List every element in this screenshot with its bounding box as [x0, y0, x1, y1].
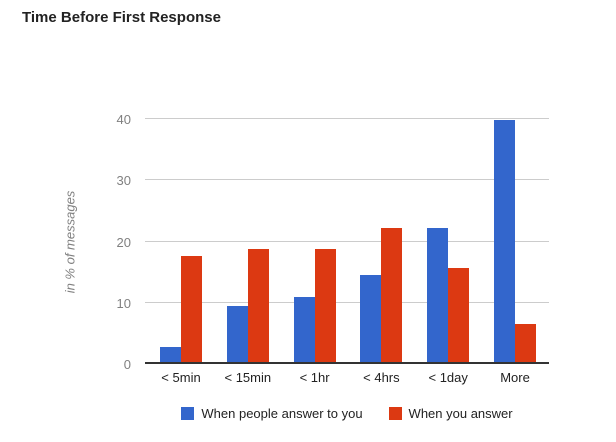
gridline-20 — [145, 240, 549, 242]
x-axis-line — [145, 362, 549, 364]
legend-label-when-you-answer: When you answer — [408, 406, 513, 421]
x-category-label-1hr: < 1hr — [299, 370, 330, 385]
bar-when-you-answer-4hrs[interactable] — [381, 228, 403, 364]
y-axis-title: in % of messages — [62, 190, 78, 294]
x-category-label-more: More — [500, 370, 530, 385]
legend-item-when-you-answer: When you answer — [388, 406, 513, 421]
legend-swatch-when-people-answer-to-you — [181, 407, 195, 420]
bar-when-people-answer-to-you-5min[interactable] — [160, 346, 181, 364]
x-category-label-5min: < 5min — [161, 370, 201, 385]
bar-when-you-answer-15min[interactable] — [247, 248, 269, 364]
gridline-30 — [145, 179, 549, 181]
x-category-label-15min: < 15min — [224, 370, 272, 385]
y-tick-label-0: 0 — [123, 357, 131, 372]
bar-when-people-answer-to-you-1hr[interactable] — [293, 296, 315, 364]
legend-swatch-when-you-answer — [388, 407, 402, 420]
bar-when-you-answer-more[interactable] — [515, 323, 536, 364]
y-tick-label-40: 40 — [116, 112, 131, 127]
chart-title: Time Before First Response — [22, 9, 221, 26]
gridline-10 — [145, 301, 549, 303]
y-tick-label-20: 20 — [116, 234, 131, 250]
bar-when-you-answer-5min[interactable] — [181, 255, 202, 364]
plot-area — [145, 118, 549, 364]
legend-label-when-people-answer-to-you: When people answer to you — [201, 406, 363, 421]
x-category-label-4hrs: < 4hrs — [363, 370, 400, 385]
gridline-40 — [145, 118, 549, 119]
y-tick-label-10: 10 — [116, 295, 131, 311]
legend-item-when-people-answer-to-you: When people answer to you — [181, 406, 363, 421]
bar-when-you-answer-1day[interactable] — [448, 268, 470, 364]
bar-when-people-answer-to-you-1day[interactable] — [427, 228, 449, 364]
bar-when-people-answer-to-you-more[interactable] — [494, 120, 515, 364]
x-category-label-1day: < 1day — [428, 370, 468, 385]
legend: When people answer to you When you answer — [145, 406, 549, 421]
bar-when-people-answer-to-you-4hrs[interactable] — [360, 274, 382, 364]
bar-when-people-answer-to-you-15min[interactable] — [226, 306, 248, 364]
bar-when-you-answer-1hr[interactable] — [314, 248, 336, 364]
y-tick-label-30: 30 — [116, 173, 131, 189]
